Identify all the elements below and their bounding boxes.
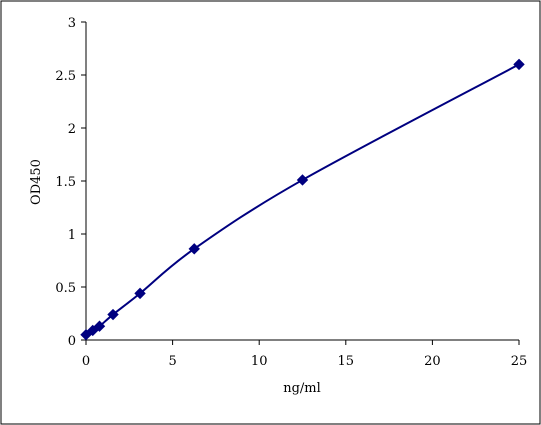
y-tick-label: 3	[68, 16, 76, 31]
x-tick-label: 5	[168, 354, 176, 369]
data-point	[93, 320, 106, 332]
y-tick-label: 2.5	[55, 69, 76, 84]
x-axis-title: ng/ml	[283, 381, 321, 396]
data-point	[188, 243, 200, 255]
x-tick-label: 25	[511, 354, 528, 369]
y-tick-label: 0.5	[55, 281, 76, 296]
data-point	[134, 287, 146, 300]
series-layer	[80, 58, 525, 341]
y-tick-label: 1.5	[55, 175, 76, 190]
y-tick-label: 2	[68, 122, 76, 137]
data-point	[513, 58, 525, 71]
data-point	[80, 328, 92, 341]
y-axis-title: OD450	[29, 159, 44, 205]
data-point	[87, 324, 99, 337]
ticks: 0 0.5 1 1.5 2 2.5 3 0 5 10 15 20 25	[55, 16, 527, 369]
data-point	[107, 308, 119, 321]
x-tick-label: 0	[82, 354, 90, 369]
x-tick-label: 10	[251, 354, 268, 369]
y-tick-label: 1	[68, 228, 76, 243]
y-tick-label: 0	[68, 334, 76, 349]
x-tick-label: 20	[424, 354, 441, 369]
x-tick-label: 15	[338, 354, 355, 369]
data-point	[296, 174, 309, 186]
